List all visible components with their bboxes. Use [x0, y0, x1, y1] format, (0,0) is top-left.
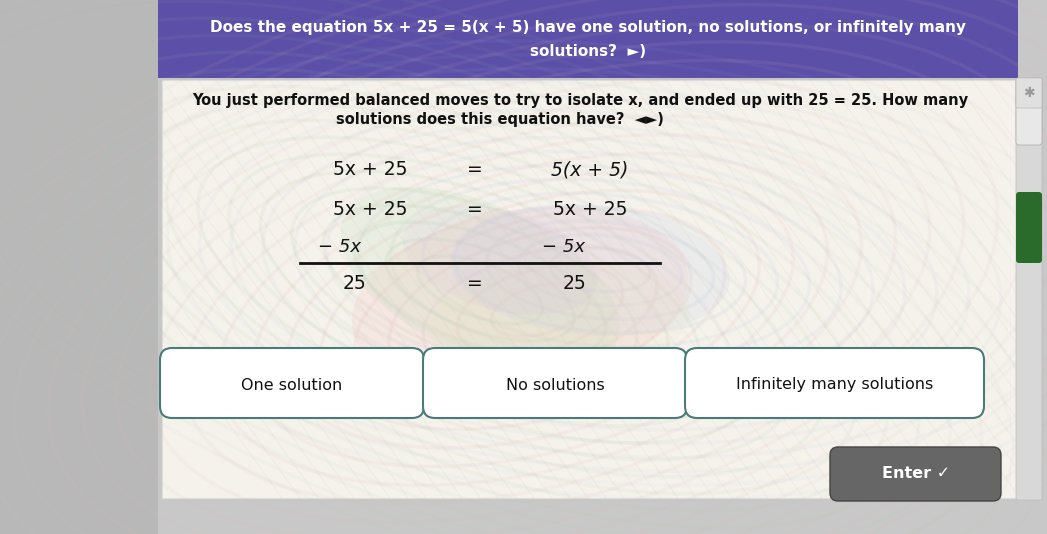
FancyBboxPatch shape: [158, 0, 1047, 534]
Text: 5(x + 5): 5(x + 5): [552, 160, 628, 179]
Text: Enter ✓: Enter ✓: [882, 467, 950, 482]
Text: solutions does this equation have?  ◄►): solutions does this equation have? ◄►): [336, 112, 664, 127]
Text: ✱: ✱: [1023, 86, 1034, 100]
Text: 5x + 25: 5x + 25: [333, 160, 407, 179]
FancyBboxPatch shape: [830, 447, 1001, 501]
Text: Does the equation 5x + 25 = 5(x + 5) have one solution, no solutions, or infinit: Does the equation 5x + 25 = 5(x + 5) hav…: [210, 20, 966, 35]
FancyBboxPatch shape: [1016, 78, 1042, 108]
FancyBboxPatch shape: [1016, 79, 1042, 145]
Text: =: =: [467, 160, 483, 179]
Text: − 5x: − 5x: [318, 238, 361, 256]
Text: No solutions: No solutions: [506, 378, 604, 392]
Text: − 5x: − 5x: [541, 238, 584, 256]
Text: 5x + 25: 5x + 25: [553, 200, 627, 219]
Ellipse shape: [450, 204, 730, 336]
Text: solutions?  ►): solutions? ►): [530, 44, 646, 59]
FancyBboxPatch shape: [685, 348, 984, 418]
FancyBboxPatch shape: [423, 348, 687, 418]
Text: =: =: [467, 274, 483, 293]
FancyBboxPatch shape: [1016, 78, 1042, 500]
FancyBboxPatch shape: [158, 0, 1018, 78]
FancyBboxPatch shape: [1016, 192, 1042, 263]
Text: 25: 25: [343, 274, 366, 293]
Text: 25: 25: [563, 274, 587, 293]
Text: Infinitely many solutions: Infinitely many solutions: [736, 378, 934, 392]
Ellipse shape: [340, 187, 620, 373]
Text: One solution: One solution: [242, 378, 342, 392]
FancyBboxPatch shape: [0, 0, 158, 534]
Ellipse shape: [402, 205, 598, 315]
Text: You just performed balanced moves to try to isolate x, and ended up with 25 = 25: You just performed balanced moves to try…: [192, 93, 968, 108]
Ellipse shape: [430, 259, 690, 381]
FancyBboxPatch shape: [162, 80, 1016, 498]
Text: =: =: [467, 200, 483, 219]
FancyBboxPatch shape: [160, 348, 424, 418]
Ellipse shape: [352, 207, 688, 394]
Text: 5x + 25: 5x + 25: [333, 200, 407, 219]
